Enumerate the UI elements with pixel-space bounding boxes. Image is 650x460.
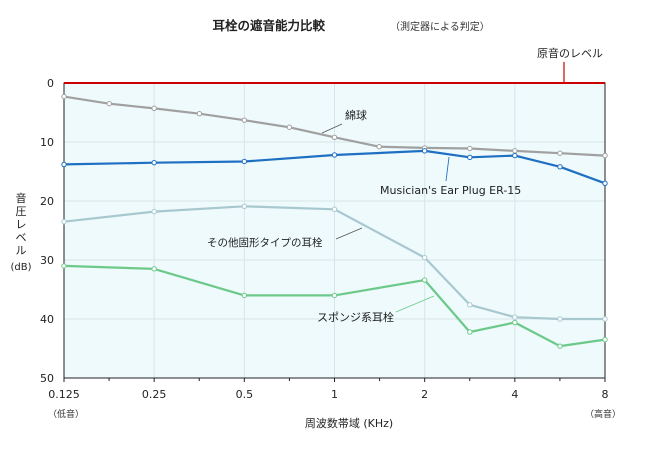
series-label-er15: Musician's Ear Plug ER-15 — [380, 184, 521, 197]
y-tick-label: 50 — [40, 372, 54, 385]
y-tick-label: 40 — [40, 313, 54, 326]
y-axis: 0 10 20 30 40 50 — [40, 77, 54, 385]
series-point-0 — [467, 145, 473, 152]
series-point-0 — [331, 134, 338, 140]
series-point-3 — [421, 277, 428, 283]
series-label-solid: その他固形タイプの耳栓 — [207, 236, 323, 249]
series-label-sponge: スポンジ系耳栓 — [317, 310, 394, 324]
y-axis-title-char: 圧 — [16, 205, 27, 218]
y-axis-title-char: ベ — [16, 231, 27, 244]
annotation-cotton: 綿球 — [321, 108, 367, 134]
series-point-2 — [331, 206, 338, 212]
series-point-2 — [61, 218, 67, 225]
series-point-1 — [467, 154, 473, 161]
y-axis-title-char: 音 — [16, 191, 27, 205]
series-point-3 — [602, 336, 608, 343]
y-tick-label: 30 — [40, 254, 54, 267]
chart-subtitle: （測定器による判定） — [390, 20, 490, 33]
x-low-label: （低音） — [48, 408, 84, 420]
series-point-2 — [241, 203, 248, 210]
series-point-2 — [421, 254, 428, 261]
x-high-label: （高音） — [585, 408, 621, 420]
series-point-2 — [467, 302, 473, 308]
series-point-0 — [602, 152, 608, 159]
series-point-0 — [557, 150, 563, 156]
y-axis-unit: (dB) — [10, 262, 31, 273]
series-point-0 — [241, 117, 248, 123]
series-point-2 — [151, 208, 157, 215]
series-point-0 — [376, 144, 382, 150]
series-layer — [61, 93, 608, 349]
series-point-1 — [557, 164, 563, 170]
series-point-2 — [602, 316, 608, 322]
series-label-cotton: 綿球 — [345, 108, 367, 122]
chart-title: 耳栓の遮音能力比較 — [212, 18, 325, 33]
x-tick-label: 0.125 — [48, 388, 80, 401]
x-tick-label: 4 — [511, 388, 518, 401]
y-tick-label: 0 — [47, 77, 54, 90]
y-axis-title-char: ル — [16, 244, 27, 257]
series-point-1 — [602, 180, 608, 187]
x-axis: 0.125 0.25 0.5 1 2 4 8 — [48, 378, 609, 401]
grid — [64, 83, 605, 378]
annotation-solid: その他固形タイプの耳栓 — [207, 227, 363, 249]
y-tick-label: 10 — [40, 136, 54, 149]
series-point-1 — [421, 148, 428, 154]
series-point-3 — [151, 266, 157, 272]
x-tick-label: 8 — [602, 388, 609, 401]
series-point-0 — [151, 105, 157, 112]
series-point-1 — [241, 158, 248, 165]
series-point-1 — [512, 152, 518, 159]
series-point-2 — [512, 314, 518, 320]
series-point-3 — [331, 292, 338, 299]
series-point-0 — [61, 93, 67, 100]
series-point-3 — [557, 343, 563, 349]
series-point-0 — [106, 100, 112, 107]
x-tick-label: 1 — [331, 388, 338, 401]
x-tick-label: 0.25 — [142, 388, 167, 401]
annotation-er15: Musician's Ear Plug ER-15 — [380, 156, 521, 197]
series-point-0 — [512, 148, 518, 154]
series-point-3 — [61, 263, 67, 269]
series-point-2 — [557, 316, 563, 322]
series-point-3 — [512, 319, 518, 326]
series-point-0 — [286, 124, 293, 130]
x-tick-label: 2 — [421, 388, 428, 401]
series-point-0 — [196, 110, 203, 117]
series-point-3 — [467, 329, 473, 335]
series-point-1 — [331, 152, 338, 158]
reference-label: 原音のレベル — [537, 46, 603, 60]
y-tick-label: 20 — [40, 195, 54, 208]
x-tick-label: 0.5 — [236, 388, 254, 401]
annotation-sponge: スポンジ系耳栓 — [317, 295, 435, 324]
x-axis-title: 周波数帯域 (KHz) — [305, 417, 393, 430]
series-point-1 — [61, 161, 67, 168]
series-point-3 — [241, 292, 248, 299]
series-point-1 — [151, 159, 157, 166]
y-axis-title-char: レ — [16, 218, 27, 231]
